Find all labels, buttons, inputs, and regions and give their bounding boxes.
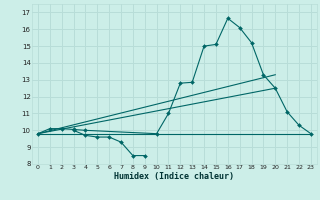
X-axis label: Humidex (Indice chaleur): Humidex (Indice chaleur) — [115, 172, 234, 181]
